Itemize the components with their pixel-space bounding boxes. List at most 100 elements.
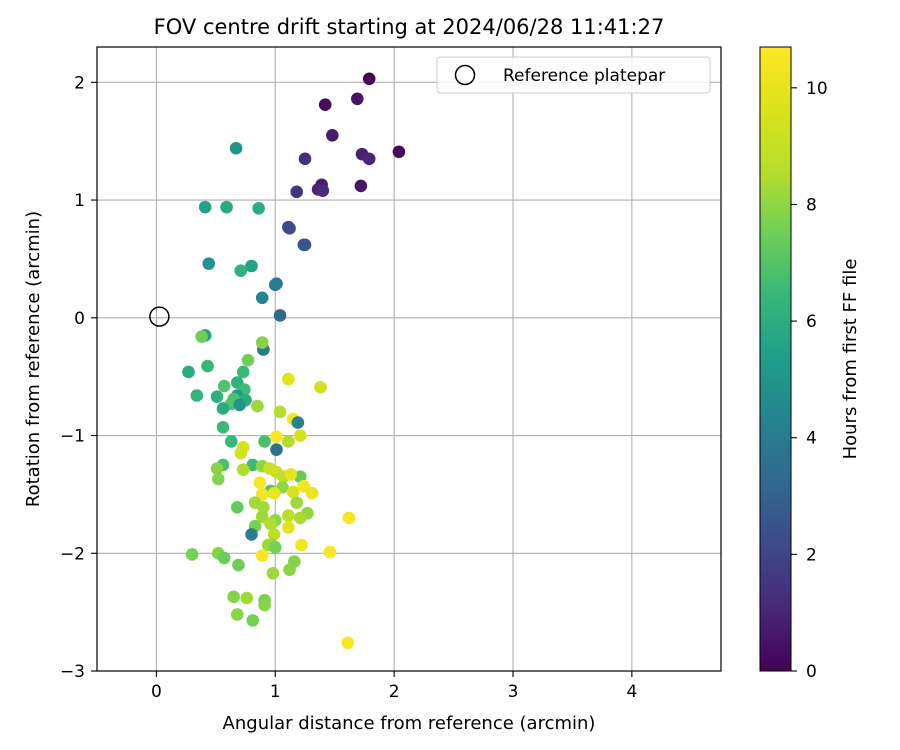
data-point [266,566,280,580]
data-point [316,184,330,197]
data-point [236,463,250,476]
data-point [298,152,312,166]
data-point [245,259,258,273]
colorbar-tick-label: 10 [806,79,828,99]
data-point [283,222,296,235]
data-point [234,264,248,277]
data-point [257,501,270,514]
data-points [182,72,406,650]
data-point [314,380,327,394]
data-point [284,468,298,481]
data-point [233,398,246,412]
data-point [297,479,311,493]
x-tick-label: 1 [270,682,281,702]
data-point [273,405,287,419]
data-point [255,488,269,501]
x-axis-label: Angular distance from reference (arcmin) [223,713,596,734]
data-point [195,330,208,343]
data-point [268,541,282,554]
data-point [255,291,269,305]
data-point [255,549,269,562]
data-point [217,551,231,565]
data-point [362,152,376,166]
y-tick-label: 2 [74,73,85,93]
data-point [236,365,250,379]
data-point [246,458,260,472]
colorbar-tick-label: 0 [806,662,817,682]
chart-title: FOV centre drift starting at 2024/06/28 … [154,15,665,39]
data-point [211,472,225,486]
data-point [216,402,230,415]
y-axis-ticks: −3 −2 −1 0 1 2 [60,73,97,682]
data-point [362,72,376,86]
y-axis-label: Rotation from reference (arcmin) [23,211,44,507]
data-point [270,430,283,444]
data-point [291,416,305,429]
data-point [290,185,303,199]
colorbar-tick-label: 4 [806,429,817,449]
data-point [202,257,216,270]
data-point [201,359,214,373]
colorbar-gradient [759,46,792,672]
x-axis-ticks: 0 1 2 3 4 [151,671,637,702]
data-point [229,141,243,155]
data-point [230,501,244,514]
x-tick-label: 3 [508,682,519,702]
data-point [323,545,337,559]
data-point [210,390,224,403]
data-point [234,446,248,460]
data-point [225,435,238,448]
legend-marker-icon [454,64,476,86]
legend-box [436,56,711,94]
data-point [255,510,269,524]
data-point [392,145,406,159]
data-point [240,591,254,605]
data-point [185,548,199,561]
colorbar-tick-label: 6 [806,312,817,332]
data-point [246,614,260,627]
data-point [267,528,281,541]
data-point [282,435,295,448]
colorbar-ticks: 0 2 4 6 8 10 [791,79,828,682]
data-point [220,200,233,214]
data-point [282,372,295,386]
colorbar-tick-label: 8 [806,195,817,215]
data-point [283,563,296,577]
data-point [350,92,364,106]
data-point [342,511,356,525]
data-point [258,435,271,448]
data-point [282,509,295,522]
data-point [230,608,244,621]
data-point [318,98,332,111]
data-point [232,558,245,572]
legend-entry-reference-platepar: Reference platepar [503,66,665,86]
data-point [198,200,212,214]
data-point [253,476,267,489]
x-tick-label: 2 [389,682,400,702]
data-point [210,462,224,475]
x-tick-label: 4 [626,682,637,702]
colorbar-label: Hours from first FF file [840,259,861,460]
data-point [295,538,308,552]
data-point [305,486,319,500]
data-point [267,486,281,500]
data-point [286,485,300,499]
data-point [270,443,283,456]
colorbar-tick-label: 2 [806,545,817,565]
data-point [217,379,231,393]
data-point [293,429,307,442]
data-point [241,353,255,367]
reference-platepar-marker [149,306,170,327]
data-point [264,517,277,531]
x-tick-label: 0 [151,682,162,702]
data-point [341,636,355,650]
data-point [293,511,307,525]
data-point [255,336,269,349]
data-point [326,129,339,142]
data-point [251,399,264,413]
y-tick-label: 0 [74,309,85,329]
data-point [252,201,265,215]
data-point [245,528,258,541]
